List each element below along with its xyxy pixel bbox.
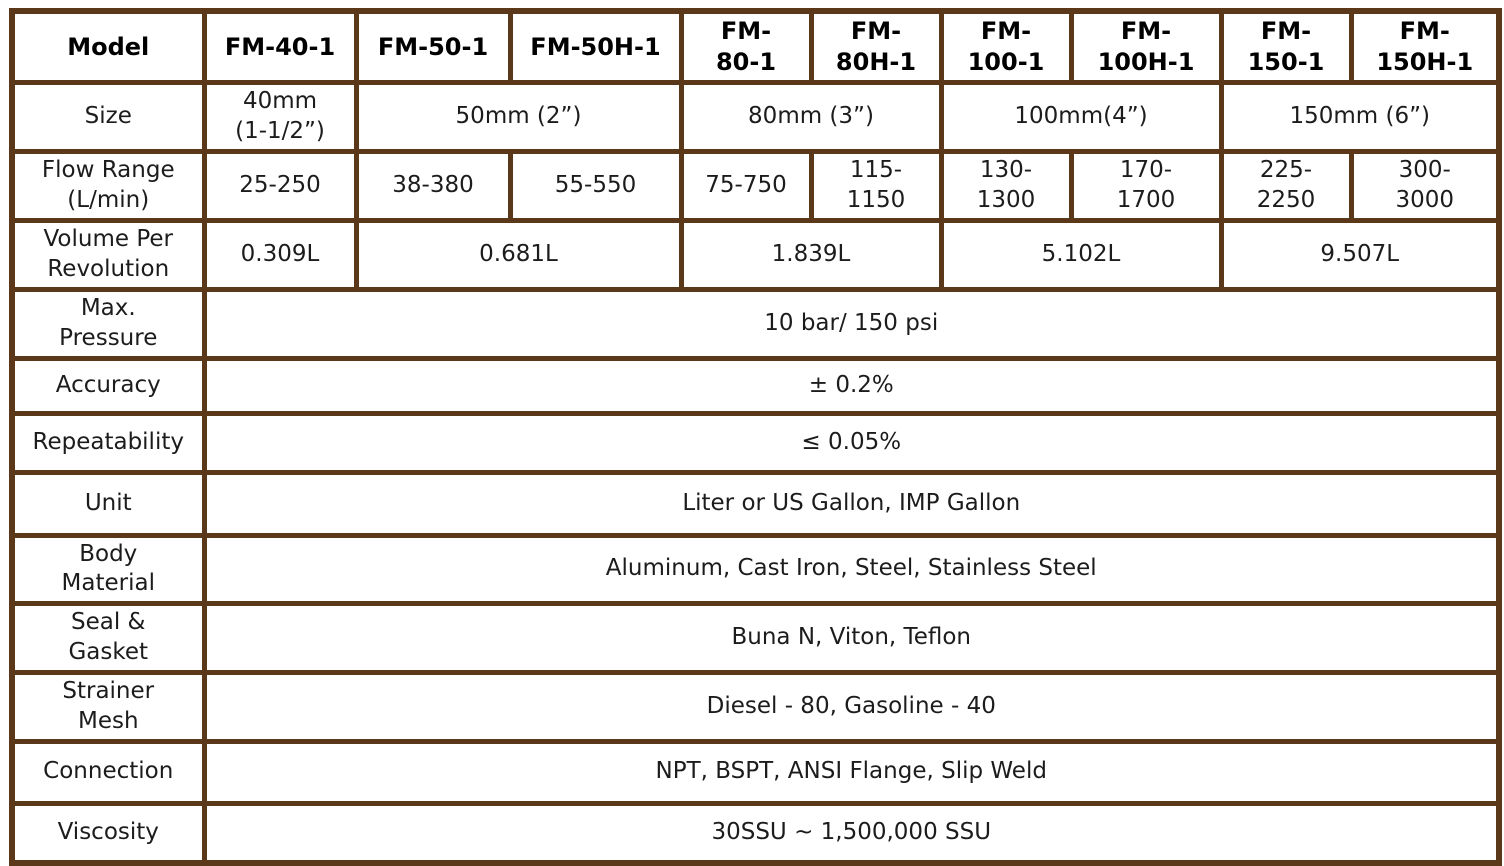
row-label-size: Size	[9, 80, 207, 155]
flow-range-value: 170- 1700	[1068, 149, 1224, 223]
connection-value: NPT, BSPT, ANSI Flange, Slip Weld	[201, 738, 1502, 806]
row-label-accuracy: Accuracy	[9, 355, 207, 416]
size-value-40mm: 40mm (1-1/2”)	[201, 80, 359, 155]
model-name-fm-40-1: FM-40-1	[201, 8, 359, 86]
flow-range-value: 38-380	[353, 149, 513, 223]
body-material-value: Aluminum, Cast Iron, Steel, Stainless St…	[201, 532, 1502, 607]
table-row-flow-range: Flow Range (L/min) 25-250 38-380 55-550 …	[9, 149, 1502, 223]
model-name-fm-100-1: FM- 100-1	[938, 8, 1074, 86]
strainer-mesh-value: Diesel - 80, Gasoline - 40	[201, 670, 1502, 744]
table-row-repeatability: Repeatability ≤ 0.05%	[9, 410, 1502, 475]
volume-value: 5.102L	[938, 217, 1224, 292]
flow-range-value: 55-550	[507, 149, 684, 223]
row-label-seal-gasket: Seal & Gasket	[9, 601, 207, 676]
document-page: Model FM-40-1 FM-50-1 FM-50H-1 FM- 80-1 …	[9, 8, 1502, 866]
model-name-fm-100h-1: FM- 100H-1	[1068, 8, 1224, 86]
volume-value: 1.839L	[678, 217, 944, 292]
table-row-seal-gasket: Seal & Gasket Buna N, Viton, Teflon	[9, 601, 1502, 676]
table-row-connection: Connection NPT, BSPT, ANSI Flange, Slip …	[9, 738, 1502, 806]
size-value-100mm: 100mm(4”)	[938, 80, 1224, 155]
table-row-accuracy: Accuracy ± 0.2%	[9, 355, 1502, 416]
row-label-max-pressure: Max. Pressure	[9, 286, 207, 361]
flow-range-value: 300- 3000	[1348, 149, 1502, 223]
max-pressure-value: 10 bar/ 150 psi	[201, 286, 1502, 361]
table-row-model: Model FM-40-1 FM-50-1 FM-50H-1 FM- 80-1 …	[9, 8, 1502, 86]
model-name-fm-80-1: FM- 80-1	[678, 8, 814, 86]
volume-value: 9.507L	[1218, 217, 1502, 292]
table-row-max-pressure: Max. Pressure 10 bar/ 150 psi	[9, 286, 1502, 361]
flow-range-value: 25-250	[201, 149, 359, 223]
model-name-fm-80h-1: FM- 80H-1	[808, 8, 944, 86]
flow-range-value: 115- 1150	[808, 149, 944, 223]
model-name-fm-150h-1: FM- 150H-1	[1348, 8, 1502, 86]
table-row-body-material: Body Material Aluminum, Cast Iron, Steel…	[9, 532, 1502, 607]
flow-meter-spec-table: Model FM-40-1 FM-50-1 FM-50H-1 FM- 80-1 …	[9, 8, 1502, 866]
volume-value: 0.681L	[353, 217, 684, 292]
row-label-body-material: Body Material	[9, 532, 207, 607]
model-name-fm-50-1: FM-50-1	[353, 8, 513, 86]
volume-value: 0.309L	[201, 217, 359, 292]
table-row-unit: Unit Liter or US Gallon, IMP Gallon	[9, 469, 1502, 538]
row-label-viscosity: Viscosity	[9, 800, 207, 866]
model-name-fm-150-1: FM- 150-1	[1218, 8, 1354, 86]
row-label-connection: Connection	[9, 738, 207, 806]
viscosity-value: 30SSU ~ 1,500,000 SSU	[201, 800, 1502, 866]
repeatability-value: ≤ 0.05%	[201, 410, 1502, 475]
table-row-viscosity: Viscosity 30SSU ~ 1,500,000 SSU	[9, 800, 1502, 866]
size-value-50mm: 50mm (2”)	[353, 80, 684, 155]
table-row-strainer-mesh: Strainer Mesh Diesel - 80, Gasoline - 40	[9, 670, 1502, 744]
size-value-150mm: 150mm (6”)	[1218, 80, 1502, 155]
row-label-repeatability: Repeatability	[9, 410, 207, 475]
size-value-80mm: 80mm (3”)	[678, 80, 944, 155]
row-label-model: Model	[9, 8, 207, 86]
seal-gasket-value: Buna N, Viton, Teflon	[201, 601, 1502, 676]
table-row-size: Size 40mm (1-1/2”) 50mm (2”) 80mm (3”) 1…	[9, 80, 1502, 155]
row-label-strainer-mesh: Strainer Mesh	[9, 670, 207, 744]
unit-value: Liter or US Gallon, IMP Gallon	[201, 469, 1502, 538]
row-label-unit: Unit	[9, 469, 207, 538]
row-label-flow-range: Flow Range (L/min)	[9, 149, 207, 223]
flow-range-value: 75-750	[678, 149, 814, 223]
flow-range-value: 225- 2250	[1218, 149, 1354, 223]
model-name-fm-50h-1: FM-50H-1	[507, 8, 684, 86]
row-label-volume: Volume Per Revolution	[9, 217, 207, 292]
table-row-volume: Volume Per Revolution 0.309L 0.681L 1.83…	[9, 217, 1502, 292]
accuracy-value: ± 0.2%	[201, 355, 1502, 416]
flow-range-value: 130- 1300	[938, 149, 1074, 223]
